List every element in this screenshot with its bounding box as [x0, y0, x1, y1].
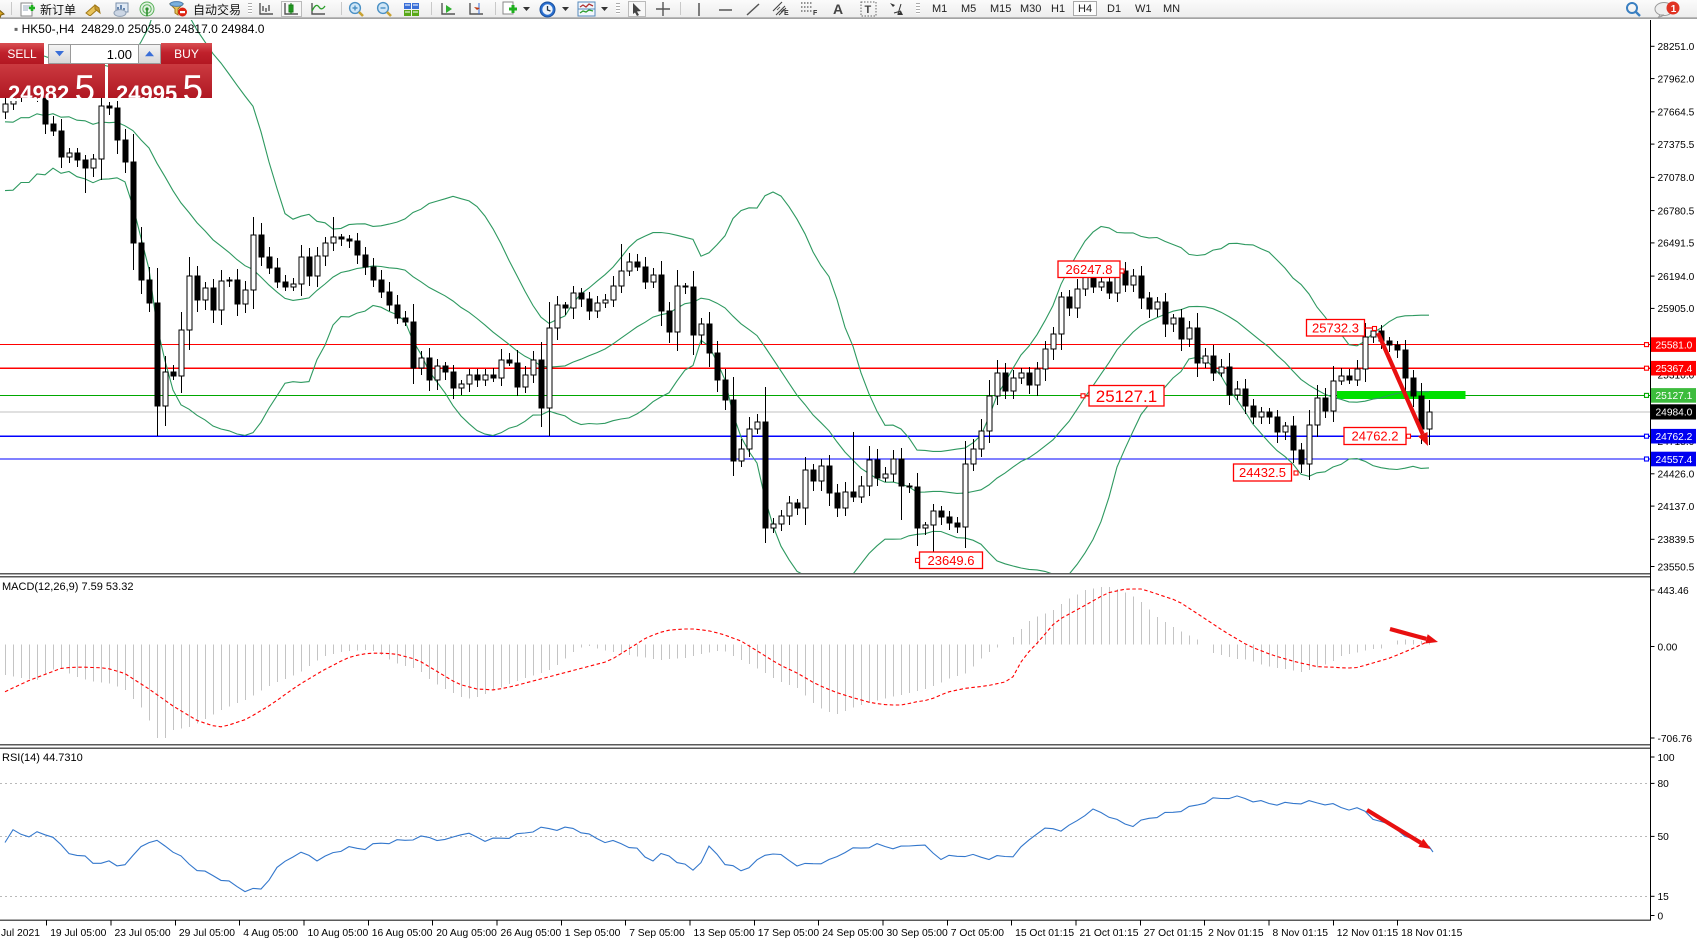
- svg-text:27664.5: 27664.5: [1658, 108, 1695, 119]
- svg-text:23649.6: 23649.6: [928, 553, 975, 568]
- svg-text:26194.0: 26194.0: [1658, 272, 1695, 283]
- svg-text:T: T: [865, 4, 872, 16]
- svg-text:24 Sep 05:00: 24 Sep 05:00: [822, 928, 884, 939]
- svg-text:25127.1: 25127.1: [1656, 391, 1693, 402]
- svg-text:443.46: 443.46: [1658, 586, 1689, 597]
- svg-text:16 Aug 05:00: 16 Aug 05:00: [372, 928, 433, 939]
- svg-text:24557.4: 24557.4: [1656, 455, 1693, 466]
- svg-text:4 Aug 05:00: 4 Aug 05:00: [243, 928, 298, 939]
- svg-text:1: 1: [1671, 4, 1677, 15]
- svg-text:18 Nov 01:15: 18 Nov 01:15: [1401, 928, 1463, 939]
- svg-text:24426.0: 24426.0: [1658, 470, 1695, 481]
- svg-text:20 Aug 05:00: 20 Aug 05:00: [436, 928, 497, 939]
- svg-text:24432.5: 24432.5: [1239, 465, 1286, 480]
- svg-text:1 Sep 05:00: 1 Sep 05:00: [565, 928, 621, 939]
- svg-text:F: F: [813, 10, 818, 17]
- svg-text:27 Oct 01:15: 27 Oct 01:15: [1144, 928, 1203, 939]
- svg-text:25905.0: 25905.0: [1658, 304, 1695, 315]
- svg-text:25127.1: 25127.1: [1096, 387, 1157, 406]
- svg-text:29 Jul 05:00: 29 Jul 05:00: [179, 928, 235, 939]
- svg-text:0: 0: [1658, 911, 1664, 922]
- svg-text:25367.4: 25367.4: [1656, 364, 1693, 375]
- svg-text:0.00: 0.00: [1658, 642, 1678, 653]
- svg-text:2 Nov 01:15: 2 Nov 01:15: [1208, 928, 1264, 939]
- svg-text:12 Nov 01:15: 12 Nov 01:15: [1337, 928, 1399, 939]
- svg-text:80: 80: [1658, 779, 1670, 790]
- svg-text:25581.0: 25581.0: [1656, 340, 1693, 351]
- svg-text:30 Sep 05:00: 30 Sep 05:00: [887, 928, 949, 939]
- svg-text:26491.5: 26491.5: [1658, 239, 1695, 250]
- svg-text:27962.0: 27962.0: [1658, 74, 1695, 85]
- svg-text:50: 50: [1658, 832, 1670, 843]
- svg-text:26780.5: 26780.5: [1658, 206, 1695, 217]
- svg-text:E: E: [784, 10, 789, 17]
- svg-text:24137.0: 24137.0: [1658, 502, 1695, 513]
- svg-text:7 Oct 05:00: 7 Oct 05:00: [951, 928, 1005, 939]
- svg-text:19 Jul 05:00: 19 Jul 05:00: [50, 928, 106, 939]
- svg-text:MACD(12,26,9) 7.59 53.32: MACD(12,26,9) 7.59 53.32: [2, 581, 133, 593]
- svg-text:25732.3: 25732.3: [1312, 320, 1359, 335]
- svg-text:17 Sep 05:00: 17 Sep 05:00: [758, 928, 820, 939]
- svg-text:26 Aug 05:00: 26 Aug 05:00: [501, 928, 562, 939]
- svg-text:RSI(14) 44.7310: RSI(14) 44.7310: [2, 752, 83, 764]
- svg-text:23839.5: 23839.5: [1658, 535, 1695, 546]
- svg-text:15: 15: [1658, 892, 1670, 903]
- svg-text:27078.0: 27078.0: [1658, 173, 1695, 184]
- svg-text:7 Sep 05:00: 7 Sep 05:00: [629, 928, 685, 939]
- svg-text:8 Nov 01:15: 8 Nov 01:15: [1273, 928, 1329, 939]
- svg-text:27375.5: 27375.5: [1658, 140, 1695, 151]
- svg-text:-706.76: -706.76: [1658, 734, 1693, 745]
- svg-text:100: 100: [1658, 753, 1675, 764]
- svg-text:21 Oct 01:15: 21 Oct 01:15: [1080, 928, 1139, 939]
- svg-text:Jul 2021: Jul 2021: [1, 928, 40, 939]
- svg-text:23 Jul 05:00: 23 Jul 05:00: [115, 928, 171, 939]
- svg-text:24762.2: 24762.2: [1656, 432, 1693, 443]
- svg-text:24762.2: 24762.2: [1352, 429, 1399, 444]
- svg-text:26247.8: 26247.8: [1066, 262, 1113, 277]
- svg-text:13 Sep 05:00: 13 Sep 05:00: [694, 928, 756, 939]
- svg-text:15 Oct 01:15: 15 Oct 01:15: [1015, 928, 1074, 939]
- svg-text:10 Aug 05:00: 10 Aug 05:00: [308, 928, 369, 939]
- svg-text:25310.0: 25310.0: [1658, 370, 1695, 381]
- svg-text:24984.0: 24984.0: [1656, 408, 1693, 419]
- svg-text:23550.5: 23550.5: [1658, 562, 1695, 573]
- svg-text:28251.0: 28251.0: [1658, 42, 1695, 53]
